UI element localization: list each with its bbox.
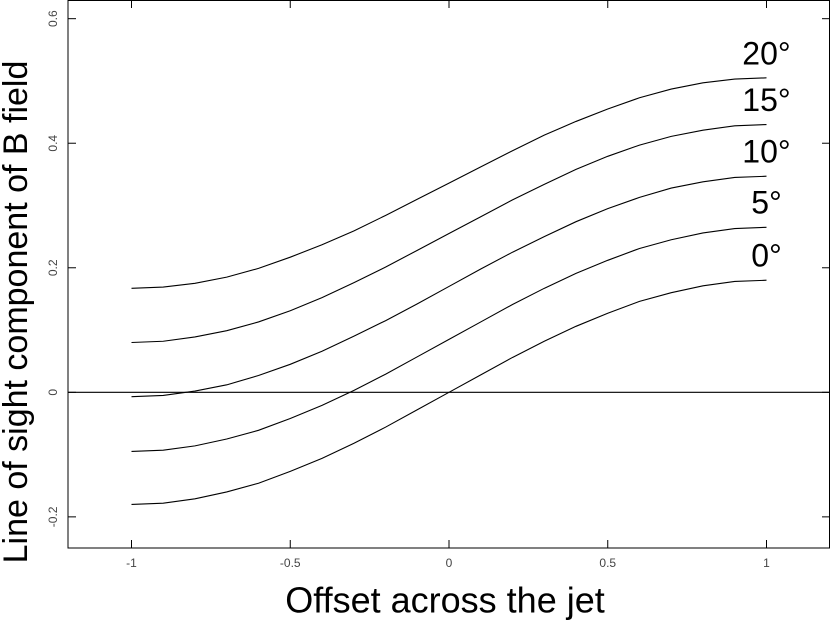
series-line — [131, 77, 767, 289]
y-tick-label: 0.6 — [46, 10, 60, 27]
series-label: 0° — [751, 238, 782, 274]
y-tick-label: 0 — [46, 389, 60, 396]
x-tick-label: -0.5 — [280, 556, 301, 570]
y-tick-label: 0.2 — [46, 259, 60, 276]
plot-frame — [67, 0, 830, 549]
x-tick-label: 1 — [763, 556, 770, 570]
series-line — [131, 175, 767, 398]
series-label: 20° — [742, 35, 790, 71]
x-tick-label: 0.5 — [599, 556, 616, 570]
series-label: 10° — [742, 134, 790, 170]
series-line — [131, 279, 767, 505]
y-tick-label: -0.2 — [46, 506, 60, 527]
x-axis-title: Offset across the jet — [285, 580, 604, 621]
series-label: 15° — [742, 82, 790, 118]
x-tick-label: -1 — [126, 556, 137, 570]
x-tick-label: 0 — [446, 556, 453, 570]
series-label: 5° — [751, 185, 782, 221]
y-axis-title: Line of sight component of B field — [0, 61, 35, 564]
series-line — [131, 226, 767, 453]
series-line — [131, 124, 767, 344]
y-tick-label: 0.4 — [46, 135, 60, 152]
